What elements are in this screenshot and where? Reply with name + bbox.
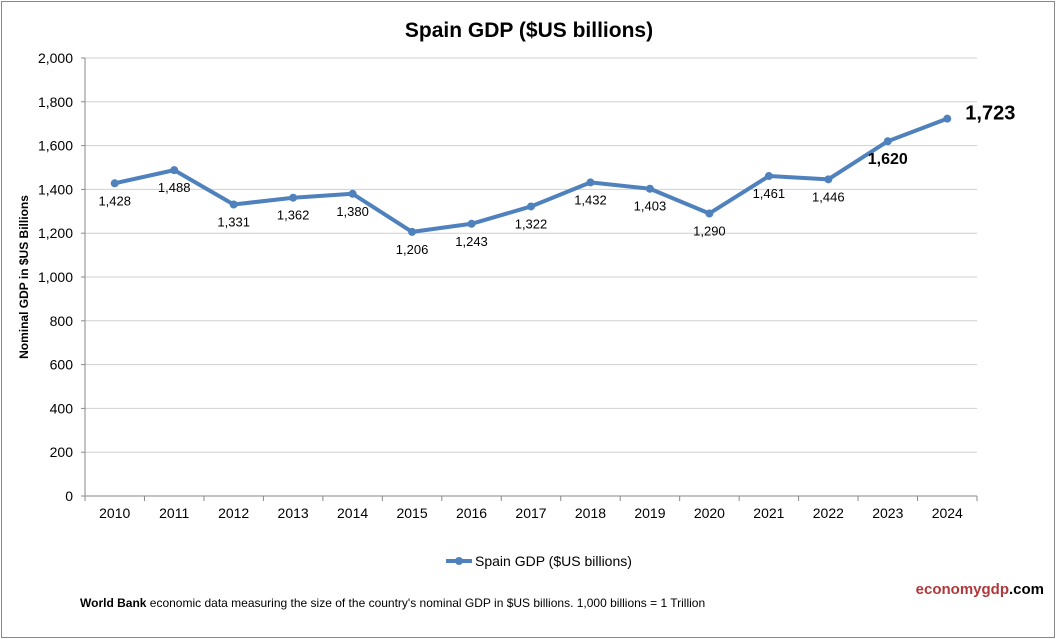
data-label: 1,723 bbox=[965, 103, 1015, 125]
legend-marker bbox=[455, 557, 463, 565]
x-tick-label: 2018 bbox=[575, 505, 606, 521]
y-tick-label: 800 bbox=[50, 313, 74, 329]
data-label: 1,488 bbox=[158, 180, 191, 195]
data-point bbox=[408, 227, 417, 236]
data-point bbox=[348, 189, 357, 198]
y-tick-label: 2,000 bbox=[38, 50, 73, 66]
y-tick-label: 400 bbox=[50, 400, 74, 416]
y-tick-label: 1,400 bbox=[38, 181, 73, 197]
x-tick-label: 2021 bbox=[753, 505, 784, 521]
y-tick-label: 0 bbox=[65, 488, 73, 504]
data-point bbox=[705, 209, 714, 218]
data-point bbox=[824, 175, 833, 184]
x-tick-label: 2019 bbox=[634, 505, 665, 521]
brand-part1: economygdp bbox=[915, 581, 1009, 598]
data-point bbox=[764, 172, 773, 181]
x-tick-label: 2017 bbox=[515, 505, 546, 521]
x-tick-label: 2014 bbox=[337, 505, 368, 521]
data-point bbox=[110, 179, 119, 188]
data-label: 1,331 bbox=[217, 215, 250, 230]
data-point bbox=[943, 114, 952, 123]
data-point bbox=[170, 166, 179, 175]
chart-title: Spain GDP ($US billions) bbox=[405, 19, 653, 42]
data-label: 1,380 bbox=[336, 204, 369, 219]
legend-label: Spain GDP ($US billions) bbox=[475, 553, 632, 569]
data-point bbox=[883, 137, 892, 146]
data-point bbox=[229, 200, 238, 209]
footer-note: World Bank economic data measuring the s… bbox=[80, 596, 705, 610]
x-tick-label: 2010 bbox=[99, 505, 130, 521]
data-label: 1,620 bbox=[868, 151, 908, 168]
data-label: 1,322 bbox=[515, 216, 548, 231]
x-tick-label: 2020 bbox=[694, 505, 725, 521]
x-tick-label: 2016 bbox=[456, 505, 487, 521]
x-tick-label: 2011 bbox=[159, 505, 189, 521]
data-label: 1,362 bbox=[277, 208, 310, 223]
x-tick-label: 2024 bbox=[932, 505, 963, 521]
x-tick-label: 2012 bbox=[218, 505, 249, 521]
y-axis-label: Nominal GDP in $US Billions bbox=[17, 195, 31, 359]
data-point bbox=[289, 193, 298, 202]
data-point bbox=[467, 219, 476, 228]
y-tick-label: 1,000 bbox=[38, 269, 73, 285]
source-name: World Bank bbox=[80, 596, 147, 610]
y-tick-label: 600 bbox=[50, 357, 74, 373]
data-label: 1,290 bbox=[693, 223, 726, 238]
data-point bbox=[527, 202, 535, 211]
data-label: 1,206 bbox=[396, 242, 429, 257]
data-label: 1,428 bbox=[98, 193, 131, 208]
y-tick-label: 200 bbox=[50, 444, 74, 460]
y-tick-label: 1,600 bbox=[38, 138, 73, 154]
y-tick-label: 1,800 bbox=[38, 94, 73, 110]
data-point bbox=[645, 184, 654, 193]
x-tick-label: 2015 bbox=[396, 505, 427, 521]
data-label: 1,446 bbox=[812, 189, 845, 204]
data-label: 1,432 bbox=[574, 192, 607, 207]
brand-logo: economygdp.com bbox=[916, 581, 1044, 598]
footer-text: economic data measuring the size of the … bbox=[146, 596, 706, 610]
data-label: 1,243 bbox=[455, 234, 488, 249]
data-label: 1,461 bbox=[753, 186, 786, 201]
x-tick-label: 2022 bbox=[813, 505, 844, 521]
y-tick-label: 1,200 bbox=[38, 225, 73, 241]
data-point bbox=[586, 178, 595, 187]
x-tick-label: 2023 bbox=[872, 505, 903, 521]
x-tick-label: 2013 bbox=[278, 505, 309, 521]
brand-part2: .com bbox=[1008, 581, 1044, 598]
data-label: 1,403 bbox=[634, 199, 667, 214]
